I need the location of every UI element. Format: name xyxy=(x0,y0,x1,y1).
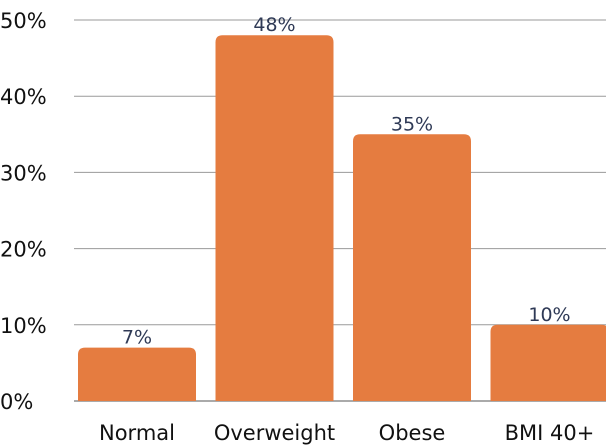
y-tick-label: 40% xyxy=(0,85,47,109)
y-tick-label: 0% xyxy=(0,390,33,414)
x-category-label: BMI 40+ xyxy=(505,421,595,445)
x-category-label: Overweight xyxy=(214,421,335,445)
y-tick-label: 50% xyxy=(0,9,47,33)
data-label: 10% xyxy=(528,304,570,326)
data-label: 48% xyxy=(253,14,295,36)
bar-bmi-40- xyxy=(490,324,606,401)
bar-obese xyxy=(353,134,471,402)
x-category-label: Obese xyxy=(379,421,446,445)
bar-normal xyxy=(78,347,196,401)
y-tick-label: 20% xyxy=(0,238,47,262)
x-axis-categories: Normal Overweight Obese BMI 40+ xyxy=(99,421,594,445)
data-labels: 7% 48% 35% 10% xyxy=(122,14,571,348)
data-label: 35% xyxy=(391,113,433,135)
x-category-label: Normal xyxy=(99,421,175,445)
bar-overweight xyxy=(215,35,334,402)
y-tick-label: 10% xyxy=(0,314,47,338)
y-axis-ticks: 0% 10% 20% 30% 40% 50% xyxy=(0,9,47,414)
data-label: 7% xyxy=(122,327,152,349)
bars xyxy=(78,35,606,402)
y-tick-label: 30% xyxy=(0,161,47,185)
